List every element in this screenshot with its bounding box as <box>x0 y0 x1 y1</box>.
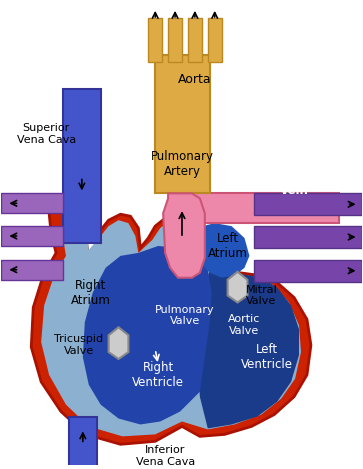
Text: Superior
Vena Cava: Superior Vena Cava <box>16 123 76 144</box>
Polygon shape <box>31 197 311 444</box>
FancyBboxPatch shape <box>1 260 63 280</box>
Polygon shape <box>198 270 299 429</box>
Text: Aorta: Aorta <box>178 73 212 86</box>
Text: Left
Atrium: Left Atrium <box>208 232 248 260</box>
Text: Tricuspid
Valve: Tricuspid Valve <box>54 334 103 356</box>
FancyBboxPatch shape <box>168 18 182 62</box>
FancyBboxPatch shape <box>208 18 222 62</box>
Text: Right
Atrium: Right Atrium <box>71 279 111 307</box>
FancyBboxPatch shape <box>1 193 63 213</box>
FancyBboxPatch shape <box>254 260 362 282</box>
Text: Right
Ventricle: Right Ventricle <box>132 361 184 389</box>
FancyBboxPatch shape <box>1 226 63 246</box>
Text: Pulmonary
Artery: Pulmonary Artery <box>151 150 213 178</box>
FancyBboxPatch shape <box>254 193 362 215</box>
Polygon shape <box>83 246 212 424</box>
FancyBboxPatch shape <box>148 18 162 62</box>
FancyBboxPatch shape <box>69 416 97 469</box>
Text: Pulmonary
Valve: Pulmonary Valve <box>155 304 215 326</box>
Polygon shape <box>188 193 339 223</box>
FancyBboxPatch shape <box>63 89 101 243</box>
Polygon shape <box>163 193 205 278</box>
Polygon shape <box>41 210 301 436</box>
Polygon shape <box>109 327 129 359</box>
Text: Mitral
Valve: Mitral Valve <box>245 285 277 306</box>
Text: Left
Ventricle: Left Ventricle <box>241 343 293 371</box>
Polygon shape <box>228 272 248 303</box>
Polygon shape <box>192 223 249 278</box>
FancyBboxPatch shape <box>254 226 362 248</box>
Text: Aortic
Valve: Aortic Valve <box>228 315 261 336</box>
FancyBboxPatch shape <box>188 18 202 62</box>
FancyBboxPatch shape <box>155 54 210 193</box>
Text: Pulmonary
Vein: Pulmonary Vein <box>258 169 330 197</box>
Text: Inferior
Vena Cava: Inferior Vena Cava <box>135 446 195 467</box>
